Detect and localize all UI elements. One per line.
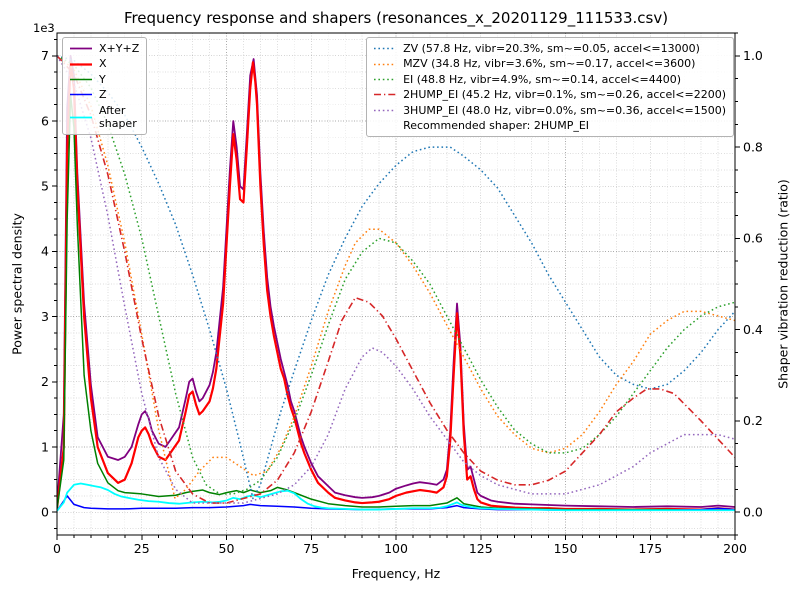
legend-line-sample — [374, 47, 397, 50]
legend-label: 3HUMP_EI (48.0 Hz, vibr=0.0%, sm~=0.36, … — [403, 103, 726, 117]
legend-line-sample — [374, 109, 397, 112]
legend-label: Recommended shaper: 2HUMP_EI — [403, 119, 590, 133]
x-tick-label: 0 — [53, 541, 61, 556]
legend-line-sample — [70, 63, 92, 66]
chart-title: Frequency response and shapers (resonanc… — [123, 9, 669, 27]
legend-entry-2hump_ei: 2HUMP_EI (45.2 Hz, vibr=0.1%, sm~=0.26, … — [373, 88, 726, 101]
tick-labels: 0 25 50 75 100 125 150 175 200 0 1 2 3 4 5 6 7 0.0 0.2 0.4 0… — [41, 48, 763, 556]
legend-line-sample — [70, 94, 92, 96]
x-tick-label: 125 — [469, 541, 493, 556]
y-left-tick-label: 2 — [41, 374, 49, 389]
x-tick-label: 25 — [134, 541, 150, 556]
legend-entry-ei: EI (48.8 Hz, vibr=4.9%, sm~=0.14, accel<… — [373, 73, 726, 86]
x-tick-label: 200 — [723, 541, 747, 556]
legend-line-sample — [70, 47, 92, 50]
legend-entry-xyz: X+Y+Z — [69, 42, 139, 55]
y-right-tick-label: 0.6 — [743, 231, 763, 246]
legend-label: X+Y+Z — [99, 42, 140, 55]
legend-label: X — [99, 57, 107, 71]
y-left-tick-label: 0 — [41, 504, 49, 519]
curve-mzv — [57, 55, 735, 500]
x-tick-label: 50 — [219, 541, 235, 556]
x-tick-label: 75 — [303, 541, 319, 556]
y-axis-label-left: Power spectral density — [9, 213, 25, 355]
y-left-tick-label: 4 — [41, 244, 49, 259]
legend-line-sample — [374, 78, 397, 81]
y-right-tick-label: 0.8 — [743, 139, 763, 154]
legend-entry-3hump_ei: 3HUMP_EI (48.0 Hz, vibr=0.0%, sm~=0.36, … — [373, 104, 726, 117]
legend-psd-curves: X+Y+Z X Y Z After shaper — [62, 37, 148, 136]
y-left-tick-label: 3 — [41, 309, 49, 324]
curve-ei — [57, 55, 735, 495]
legend-label: EI (48.8 Hz, vibr=4.9%, sm~=0.14, accel<… — [403, 72, 682, 86]
legend-entry-after: After shaper — [69, 104, 139, 131]
curve-y — [57, 94, 735, 511]
y-axis-label-right: Shaper vibration reduction (ratio) — [775, 179, 791, 389]
legend-label: After shaper — [99, 103, 137, 131]
legend-entry-x: X — [69, 57, 139, 70]
curves-layer — [57, 54, 735, 512]
legend-entry-mzv: MZV (34.8 Hz, vibr=3.6%, sm~=0.17, accel… — [373, 57, 726, 70]
legend-label: ZV (57.8 Hz, vibr=20.3%, sm~=0.05, accel… — [403, 42, 700, 55]
legend-line-sample — [70, 78, 92, 81]
legend-line-sample — [374, 94, 397, 96]
legend-entry-z: Z — [69, 88, 139, 101]
legend-entry-zv: ZV (57.8 Hz, vibr=20.3%, sm~=0.05, accel… — [373, 42, 726, 55]
legend-line-sample — [374, 63, 397, 65]
curve-2hump_ei — [57, 55, 735, 504]
y-right-tick-label: 1.0 — [743, 48, 763, 63]
x-tick-label: 175 — [638, 541, 662, 556]
y-right-tick-label: 0.4 — [743, 322, 763, 337]
y-left-tick-label: 1 — [41, 439, 49, 454]
y-left-tick-label: 6 — [41, 113, 49, 128]
legend-label: 2HUMP_EI (45.2 Hz, vibr=0.1%, sm~=0.26, … — [403, 88, 726, 102]
y-left-tick-label: 7 — [41, 48, 49, 63]
axis-ticks — [52, 32, 740, 540]
legend-label: MZV (34.8 Hz, vibr=3.6%, sm~=0.17, accel… — [403, 57, 696, 71]
legend-line-sample — [70, 116, 92, 118]
legend-entry-recommended-note: Recommended shaper: 2HUMP_EI — [373, 119, 726, 132]
y-axis-multiplier: 1e3 — [33, 21, 55, 35]
legend-label: Y — [99, 72, 106, 86]
y-left-tick-label: 5 — [41, 179, 49, 194]
x-axis-label: Frequency, Hz — [351, 566, 441, 581]
legend-shapers: ZV (57.8 Hz, vibr=20.3%, sm~=0.05, accel… — [366, 37, 734, 138]
x-tick-label: 150 — [554, 541, 578, 556]
y-right-tick-label: 0.0 — [743, 504, 763, 519]
legend-entry-y: Y — [69, 73, 139, 86]
legend-label: Z — [99, 88, 107, 102]
x-tick-label: 100 — [384, 541, 408, 556]
y-right-tick-label: 0.2 — [743, 413, 763, 428]
